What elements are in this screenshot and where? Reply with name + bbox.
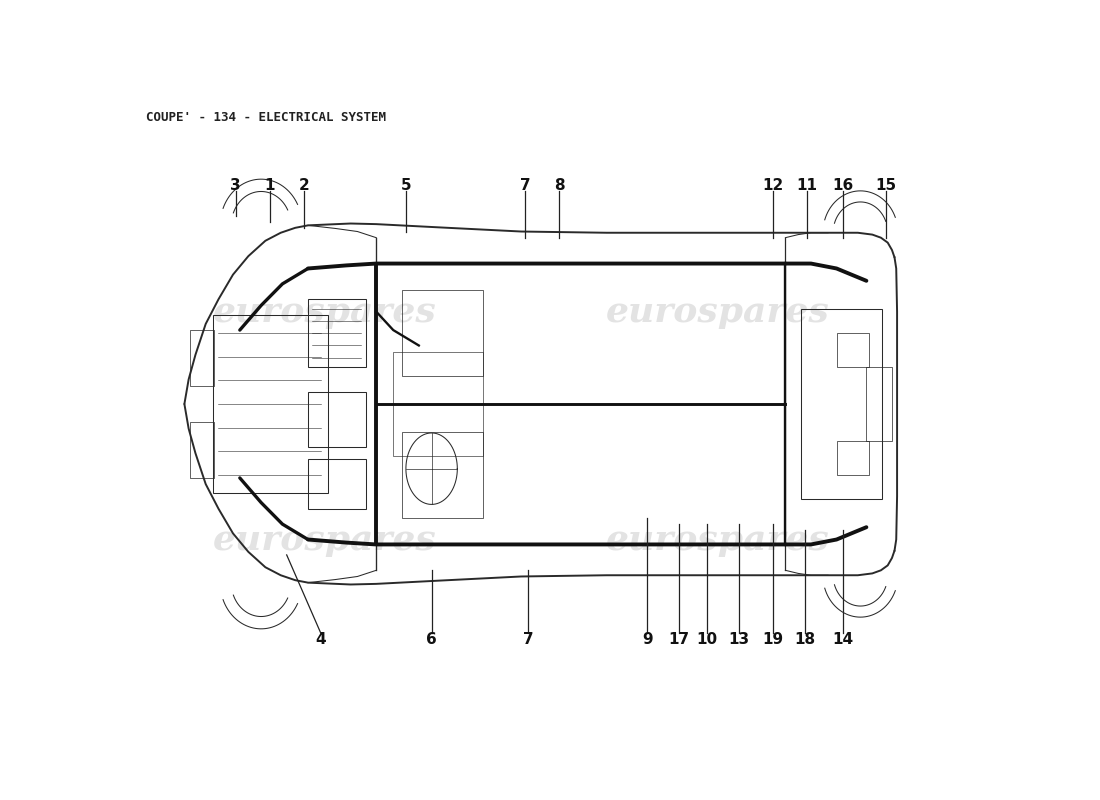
Text: 19: 19 [762,632,783,647]
Bar [867,367,892,441]
Text: 5: 5 [400,178,411,193]
Bar [801,309,882,499]
Bar [402,290,483,376]
Text: 13: 13 [729,632,750,647]
Text: 1: 1 [264,178,275,193]
Text: eurospares: eurospares [605,294,829,329]
Text: 3: 3 [230,178,241,193]
Text: 7: 7 [522,632,534,647]
Text: 7: 7 [520,178,530,193]
Bar [308,392,366,447]
Text: 11: 11 [796,178,817,193]
Text: 2: 2 [298,178,309,193]
Text: 8: 8 [554,178,564,193]
Text: 9: 9 [642,632,652,647]
Text: 16: 16 [833,178,854,193]
Bar [836,441,869,475]
Text: eurospares: eurospares [213,294,437,329]
Text: COUPE' - 134 - ELECTRICAL SYSTEM: COUPE' - 134 - ELECTRICAL SYSTEM [146,111,386,124]
Bar [394,352,483,456]
Text: 18: 18 [794,632,815,647]
Text: 17: 17 [669,632,690,647]
Text: 14: 14 [833,632,854,647]
Text: 10: 10 [696,632,717,647]
Bar [308,459,366,509]
Bar [402,432,483,518]
Text: eurospares: eurospares [213,522,437,557]
Text: 6: 6 [426,632,437,647]
Bar [190,422,214,478]
Text: 4: 4 [316,632,326,647]
Text: 15: 15 [876,178,896,193]
Text: 12: 12 [762,178,783,193]
Bar [212,314,328,494]
Bar [190,330,214,386]
Text: eurospares: eurospares [605,522,829,557]
Bar [836,333,869,367]
Bar [308,299,366,367]
